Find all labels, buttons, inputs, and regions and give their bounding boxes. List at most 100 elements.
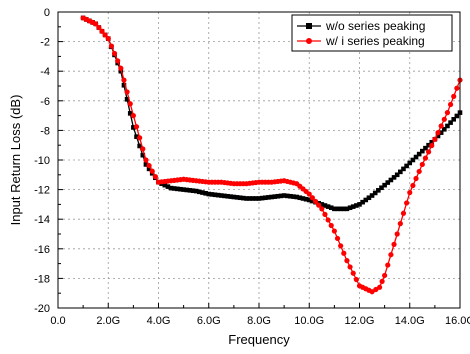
data-point — [99, 28, 105, 34]
data-point — [222, 193, 227, 199]
data-point — [250, 196, 256, 201]
data-point — [168, 185, 174, 191]
data-point — [420, 148, 425, 154]
grid-lines — [58, 12, 460, 308]
data-point — [407, 160, 413, 166]
data-point — [341, 206, 347, 212]
x-tick-label: 14.0G — [395, 315, 425, 327]
data-point — [360, 199, 365, 205]
data-point — [454, 113, 460, 119]
data-point — [372, 190, 378, 196]
data-point — [441, 126, 447, 132]
data-point — [134, 134, 139, 139]
x-tick-label: 8.0G — [247, 315, 271, 327]
data-point — [297, 195, 303, 201]
data-point — [419, 161, 425, 168]
data-point — [115, 58, 121, 64]
data-point — [124, 97, 130, 102]
data-point — [438, 130, 444, 135]
data-point — [146, 166, 152, 172]
y-tick-label: -2 — [40, 37, 50, 49]
data-point — [190, 188, 196, 194]
data-point — [325, 204, 331, 209]
y-tick-label: -18 — [34, 273, 50, 285]
data-point — [328, 222, 334, 229]
x-tick-label: 6.0G — [197, 315, 221, 327]
y-tick-label: 0 — [44, 7, 50, 19]
data-point — [300, 196, 306, 201]
data-point — [149, 168, 155, 174]
data-point — [228, 194, 234, 199]
y-tick-label: -4 — [40, 66, 50, 78]
data-point — [303, 196, 309, 202]
series-line — [82, 17, 461, 293]
legend-box — [291, 14, 453, 52]
data-point — [137, 143, 142, 149]
data-point — [354, 203, 359, 208]
data-point — [448, 120, 453, 125]
data-point — [118, 68, 124, 74]
data-point — [410, 182, 416, 189]
data-point — [175, 186, 180, 192]
data-point — [259, 195, 265, 201]
y-tick-label: -6 — [40, 96, 50, 108]
data-point — [284, 193, 290, 199]
data-point — [407, 189, 413, 196]
data-point — [322, 211, 328, 217]
data-point — [451, 117, 457, 122]
data-point — [272, 194, 278, 199]
data-point — [451, 93, 457, 99]
data-point — [105, 36, 111, 42]
data-point — [401, 166, 406, 172]
data-point — [328, 205, 334, 211]
data-point — [426, 142, 431, 148]
legend-entry-without-peaking: w/o series peaking — [297, 19, 425, 33]
data-point — [429, 139, 435, 145]
data-point — [335, 206, 340, 212]
series-layer — [80, 15, 463, 295]
data-point — [350, 270, 356, 276]
data-point — [291, 194, 296, 199]
data-point — [234, 195, 240, 200]
data-point — [200, 190, 205, 195]
data-point — [404, 200, 410, 206]
data-point — [118, 65, 124, 71]
legend-label: w/o series peaking — [325, 19, 425, 33]
data-point — [203, 191, 208, 196]
data-point — [404, 163, 409, 169]
data-point — [366, 195, 372, 201]
data-point — [247, 196, 252, 201]
data-point — [131, 125, 136, 130]
data-point — [376, 188, 381, 193]
data-point — [121, 77, 127, 83]
data-point — [96, 24, 102, 31]
legend-entry-with-peaking: w/ i series peaking — [297, 34, 425, 48]
data-point — [379, 278, 385, 284]
data-point — [435, 130, 441, 136]
data-point — [181, 187, 186, 192]
data-point — [382, 272, 388, 279]
data-point — [441, 116, 447, 122]
data-point — [127, 101, 133, 107]
data-point — [338, 243, 344, 249]
data-point — [322, 203, 328, 208]
data-point — [187, 188, 193, 193]
data-point — [121, 82, 127, 88]
x-axis-title: Frequency — [228, 332, 290, 347]
data-point — [197, 189, 202, 195]
y-tick-label: -8 — [40, 125, 50, 137]
data-point — [206, 191, 212, 197]
legend-label: w/ i series peaking — [325, 34, 425, 48]
data-point — [377, 284, 383, 290]
data-point — [215, 192, 221, 198]
data-point — [353, 276, 359, 283]
data-point — [306, 191, 312, 197]
data-point — [137, 135, 143, 141]
data-point — [347, 264, 353, 270]
y-tick-labels: 0 -2 -4 -6 -8 -10 -12 -14 -16 -18 -20 — [34, 7, 50, 315]
data-point — [269, 194, 274, 200]
data-point — [444, 110, 451, 116]
data-point — [416, 151, 422, 157]
data-point — [325, 217, 331, 223]
